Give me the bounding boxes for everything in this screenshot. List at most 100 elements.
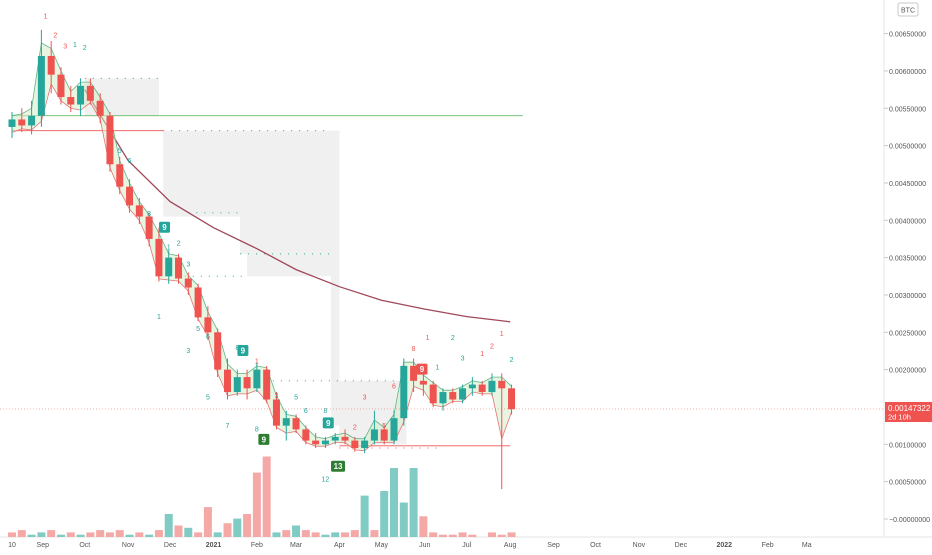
setup-range-band	[240, 130, 332, 254]
candle-body	[351, 440, 359, 449]
candle-body	[419, 380, 427, 385]
price-tick-label: 0.00050000	[889, 480, 926, 487]
candle-body	[145, 216, 153, 239]
volume-bar	[17, 530, 26, 537]
candle-body	[282, 418, 290, 426]
candle-body	[361, 440, 369, 449]
setup-count-badge	[331, 460, 346, 472]
time-tick-label: 10	[8, 542, 16, 549]
shaded-regions	[84, 78, 407, 445]
price-tick-label: 0.00250000	[889, 330, 926, 337]
volume-bar	[243, 514, 252, 537]
symbol-badge-text: BTC	[901, 8, 915, 15]
volume-bar	[409, 468, 418, 537]
setup-range-band	[331, 130, 340, 426]
candle-body	[233, 377, 241, 393]
time-axis[interactable]: 10 Sep Oct Nov Dec 2021 Feb Mar Apr May Jun Jul Aug S…	[8, 542, 812, 549]
candle-body	[292, 418, 300, 430]
symbol-badge[interactable]: BTC	[897, 2, 919, 17]
candle-body	[488, 380, 496, 393]
volume-bar	[370, 530, 379, 537]
sequence-count-label: 5	[118, 148, 122, 155]
sequence-count-label: 5	[382, 423, 386, 430]
volume-bar	[135, 532, 144, 537]
sequence-count-label: 2	[490, 344, 494, 351]
volume-bar	[194, 532, 203, 537]
candle-body	[243, 377, 251, 389]
candle-body	[321, 440, 329, 445]
candle-body	[155, 238, 163, 277]
moving-average-line	[84, 89, 511, 323]
candle-body	[370, 429, 378, 441]
candle-body	[498, 380, 506, 389]
candle-body	[253, 369, 261, 389]
price-tick-label: 0.00650000	[889, 32, 926, 39]
volume-bar	[262, 456, 271, 537]
time-tick-label: Apr	[334, 542, 346, 549]
price-axis[interactable]: 0.00650000 0.00600000 0.00550000 0.00500000…	[0, 32, 930, 524]
sequence-count-label: 2	[510, 357, 514, 364]
setup-count-badge	[159, 221, 171, 233]
volume-bar	[56, 534, 65, 537]
sequence-count-label: 7	[226, 423, 230, 430]
volume-bar	[301, 530, 310, 537]
volume-bar	[8, 532, 16, 537]
time-tick-label: Aug	[504, 542, 517, 549]
candle-body	[165, 257, 173, 277]
candle-body	[508, 388, 516, 410]
setup-count-badge-text: 9	[326, 419, 331, 428]
time-tick-label: Nov	[633, 542, 646, 549]
price-tick-label: 0.00350000	[889, 256, 926, 263]
sequence-count-label: 8	[235, 345, 239, 352]
candle-body	[439, 392, 447, 404]
candle-body	[184, 278, 192, 288]
volume-bar	[429, 532, 438, 537]
volume-bar	[37, 532, 46, 537]
candlesticks	[8, 29, 516, 490]
candle-body	[478, 384, 486, 393]
sequence-count-label: 2	[53, 32, 57, 39]
volume-bar	[311, 532, 320, 537]
sequence-count-label: 1	[44, 14, 48, 21]
time-tick-label: Oct	[79, 542, 90, 549]
setup-count-badge	[416, 363, 428, 375]
volume-bar	[145, 534, 154, 537]
price-tick-label: 0.00550000	[889, 106, 926, 113]
time-tick-label: Feb	[762, 542, 774, 549]
sequence-count-label: 2	[353, 424, 357, 431]
sequence-count-label: 8	[412, 346, 416, 353]
cloud-upper-line	[11, 42, 512, 440]
time-tick-label: Oct	[590, 542, 601, 549]
sequence-count-label: 1	[157, 314, 161, 321]
volume-bar	[497, 534, 506, 537]
last-price-value: 0.00147322	[888, 404, 931, 413]
symbol-badge-box	[897, 2, 919, 17]
sequence-count-label: 3	[275, 393, 279, 400]
volume-bar	[438, 534, 447, 537]
volume-bar	[86, 532, 95, 537]
volume-bar	[154, 530, 163, 537]
volume-bar	[507, 532, 516, 537]
volume-bar	[47, 530, 56, 537]
sequence-count-label: 12	[322, 477, 330, 484]
candle-body	[263, 369, 271, 400]
setup-count-badge-text: 9	[262, 435, 267, 444]
candle-body	[18, 119, 26, 126]
candle-body	[380, 429, 388, 441]
volume-bar	[292, 525, 301, 537]
candle-body	[302, 429, 310, 441]
sequence-count-label: 5	[206, 395, 210, 402]
sequence-count-label: 6	[206, 334, 210, 341]
candle-body	[135, 205, 143, 217]
sequence-count-label: 3	[186, 262, 190, 269]
setup-count-badge-text: 13	[334, 462, 343, 471]
volume-bar	[164, 514, 173, 537]
price-tick-label: 0.00300000	[889, 293, 926, 300]
setup-count-badge	[258, 433, 270, 445]
candle-body	[57, 74, 65, 98]
setup-count-badge	[322, 417, 334, 429]
sequence-count-label: 6	[392, 383, 396, 390]
candle-body	[28, 115, 36, 126]
